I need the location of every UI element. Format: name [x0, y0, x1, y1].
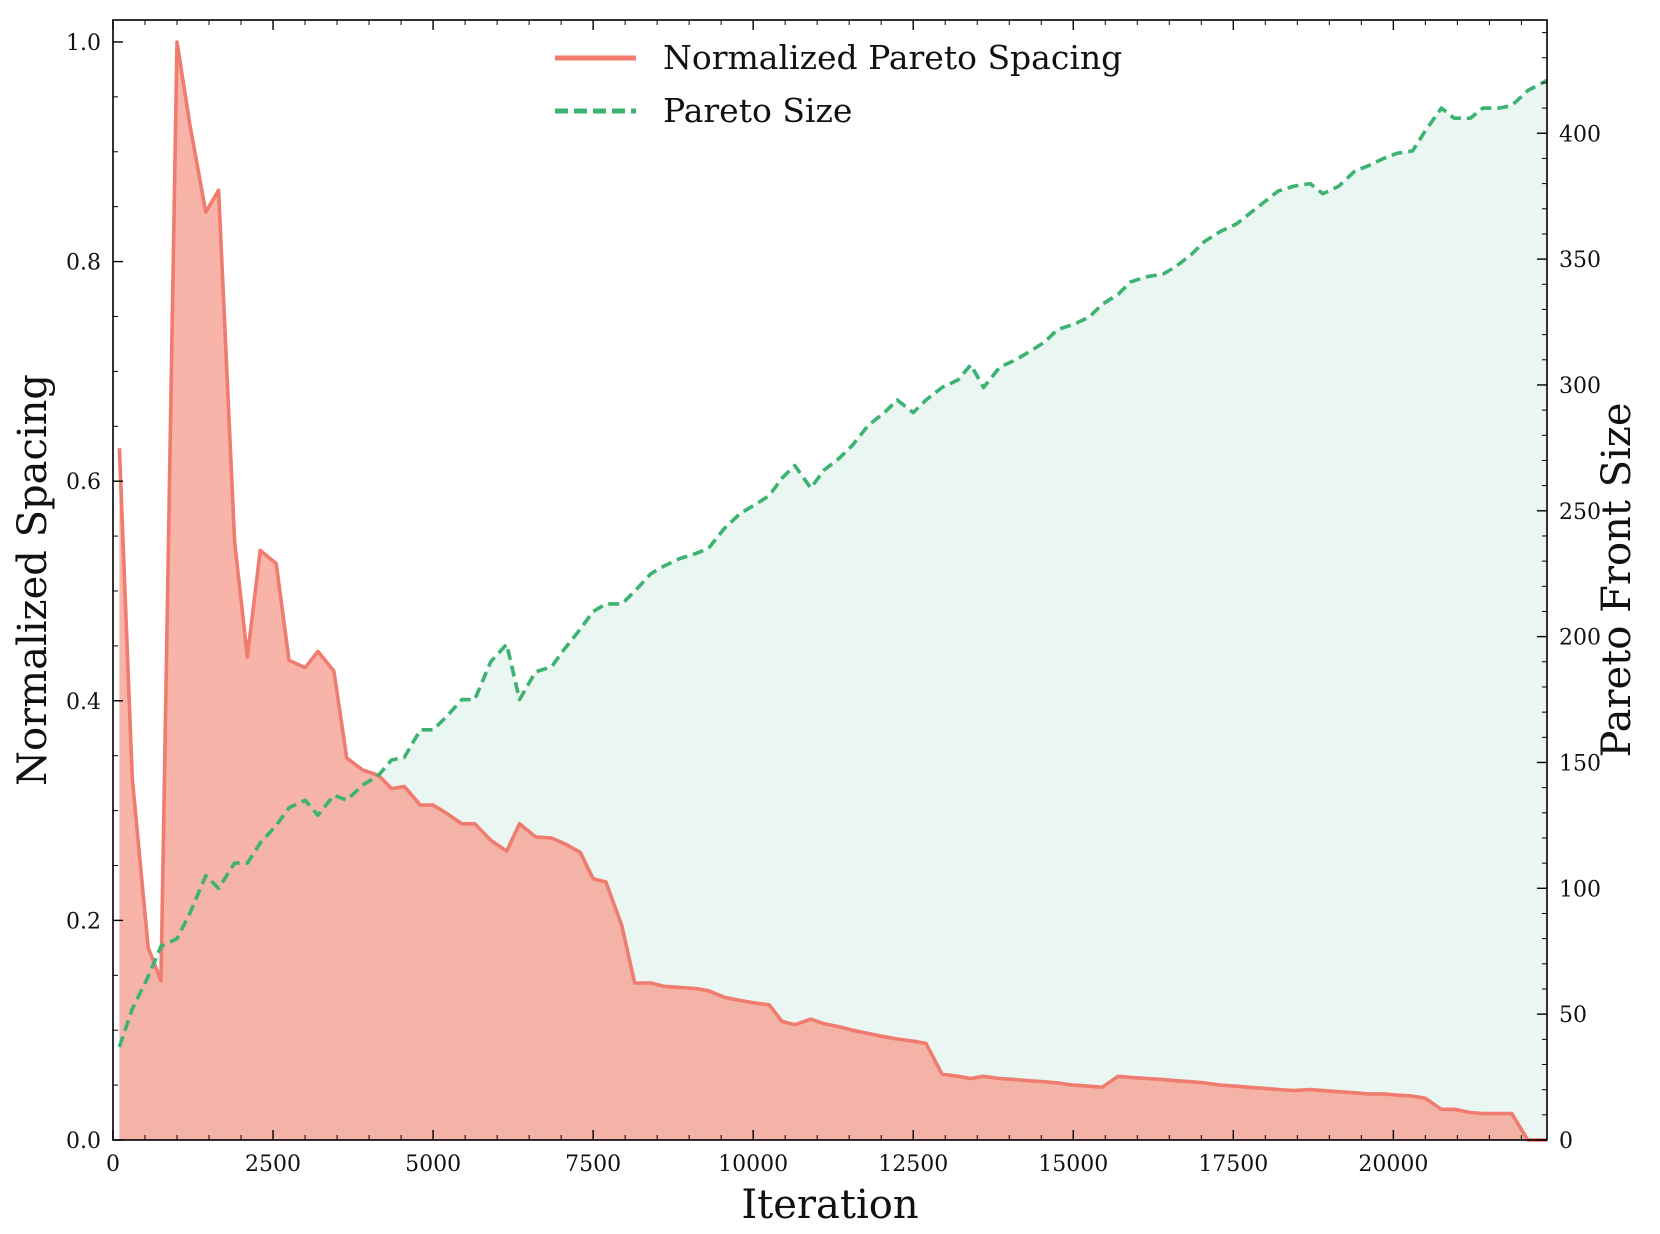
plot-fills	[119, 42, 1547, 1140]
series-line-spacing	[117, 40, 1547, 1142]
y2-tick-label: 250	[1559, 500, 1601, 525]
spacing-area	[119, 42, 1547, 1140]
y-tick-label: 0.0	[66, 1129, 101, 1154]
x-tick-label: 0	[106, 1152, 120, 1177]
x-tick-label: 10000	[718, 1152, 788, 1177]
series-line-pareto-size	[117, 78, 1548, 1048]
y-axis-left: 0.0 0.2 0.4 0.6 0.8 1.0	[66, 31, 123, 1154]
x-tick-label: 2500	[245, 1152, 301, 1177]
y2-tick-label: 0	[1559, 1129, 1573, 1154]
y2-tick-label: 100	[1559, 877, 1601, 902]
plot-frame	[112, 19, 1548, 1141]
y-tick-label: 1.0	[66, 31, 101, 56]
y-tick-label: 0.2	[66, 909, 101, 934]
plot-lines	[117, 40, 1548, 1142]
x-tick-label: 17500	[1198, 1152, 1268, 1177]
legend-label-spacing: Normalized Pareto Spacing	[663, 38, 1122, 77]
x-tick-label: 12500	[878, 1152, 948, 1177]
y-tick-label: 0.6	[66, 470, 101, 495]
x-tick-label: 7500	[565, 1152, 621, 1177]
x-axis-title: Iteration	[741, 1182, 918, 1228]
y-tick-label: 0.8	[66, 251, 101, 276]
x-axis: 0 2500 5000 7500 10000 12500 15000 17500 20000	[106, 20, 1522, 1177]
x-tick-label: 15000	[1038, 1152, 1108, 1177]
y2-tick-label: 50	[1559, 1003, 1587, 1028]
y2-tick-label: 350	[1559, 248, 1601, 273]
y2-tick-label: 200	[1559, 626, 1601, 651]
y2-tick-label: 150	[1559, 751, 1601, 776]
y-axis-title: Normalized Spacing	[10, 374, 56, 786]
x-tick-label: 20000	[1358, 1152, 1428, 1177]
y2-axis-title: Pareto Front Size	[1594, 402, 1640, 757]
y2-tick-label: 300	[1559, 374, 1601, 399]
x-tick-label: 5000	[405, 1152, 461, 1177]
legend-label-pareto-size: Pareto Size	[663, 91, 852, 130]
y-axis-right: 0 50 100 150 200 250 300 350 400	[1537, 32, 1601, 1154]
legend: Normalized Pareto Spacing Pareto Size	[555, 38, 1122, 130]
y-tick-label: 0.4	[66, 690, 101, 715]
y2-tick-label: 400	[1559, 122, 1601, 147]
